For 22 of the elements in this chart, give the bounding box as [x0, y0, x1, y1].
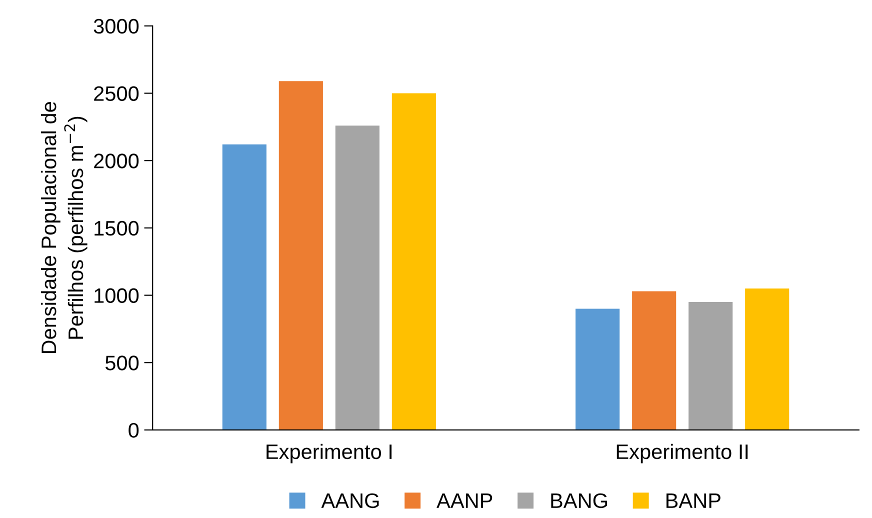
y-tick-label: 3000 [94, 18, 139, 34]
bar [222, 144, 266, 430]
legend-label: BANG [551, 493, 607, 508]
bar [688, 302, 733, 430]
legend-label: BANP [666, 494, 720, 508]
legend-label: AANG [321, 493, 379, 508]
bar [576, 308, 620, 430]
y-axis-title: Densidade Populacional de Perfilhos (perfilhos m$^{−2}$) [40, 102, 88, 354]
y-tick-label: 0 [128, 422, 139, 438]
x-tick-label: Experimento I [266, 444, 392, 464]
y-tick-label: 2000 [94, 154, 139, 168]
bar [335, 126, 380, 430]
y-tick-label: 500 [105, 356, 139, 370]
y-tick-label: 2500 [94, 86, 139, 101]
y-tick-label: 1000 [94, 288, 139, 304]
x-tick-label: Experimento II [616, 444, 748, 464]
bar [392, 93, 436, 430]
y-tick-label: 1500 [94, 220, 139, 236]
legend-label: AANP [436, 494, 492, 508]
bar [745, 288, 790, 430]
bar [632, 291, 676, 430]
bar [278, 81, 323, 430]
